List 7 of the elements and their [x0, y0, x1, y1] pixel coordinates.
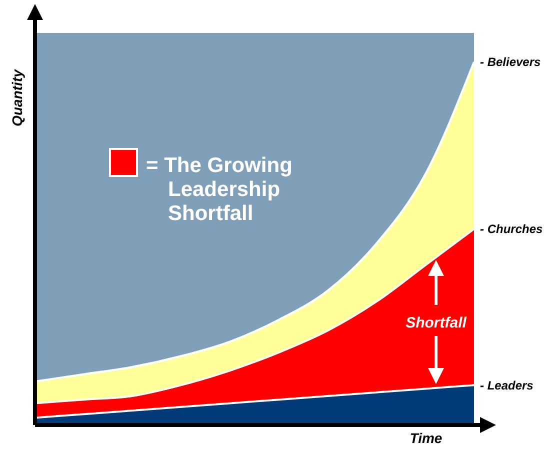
y-axis-title: Quantity: [9, 68, 25, 126]
annotation: Shortfall: [406, 314, 468, 332]
series-label: - Churches: [480, 222, 544, 236]
x-axis-title: Time: [410, 430, 442, 446]
series-label: - Leaders: [480, 378, 534, 392]
series-label: - Believers: [480, 55, 542, 70]
annotation: = The Growing Leadership Shortfall: [146, 154, 292, 225]
